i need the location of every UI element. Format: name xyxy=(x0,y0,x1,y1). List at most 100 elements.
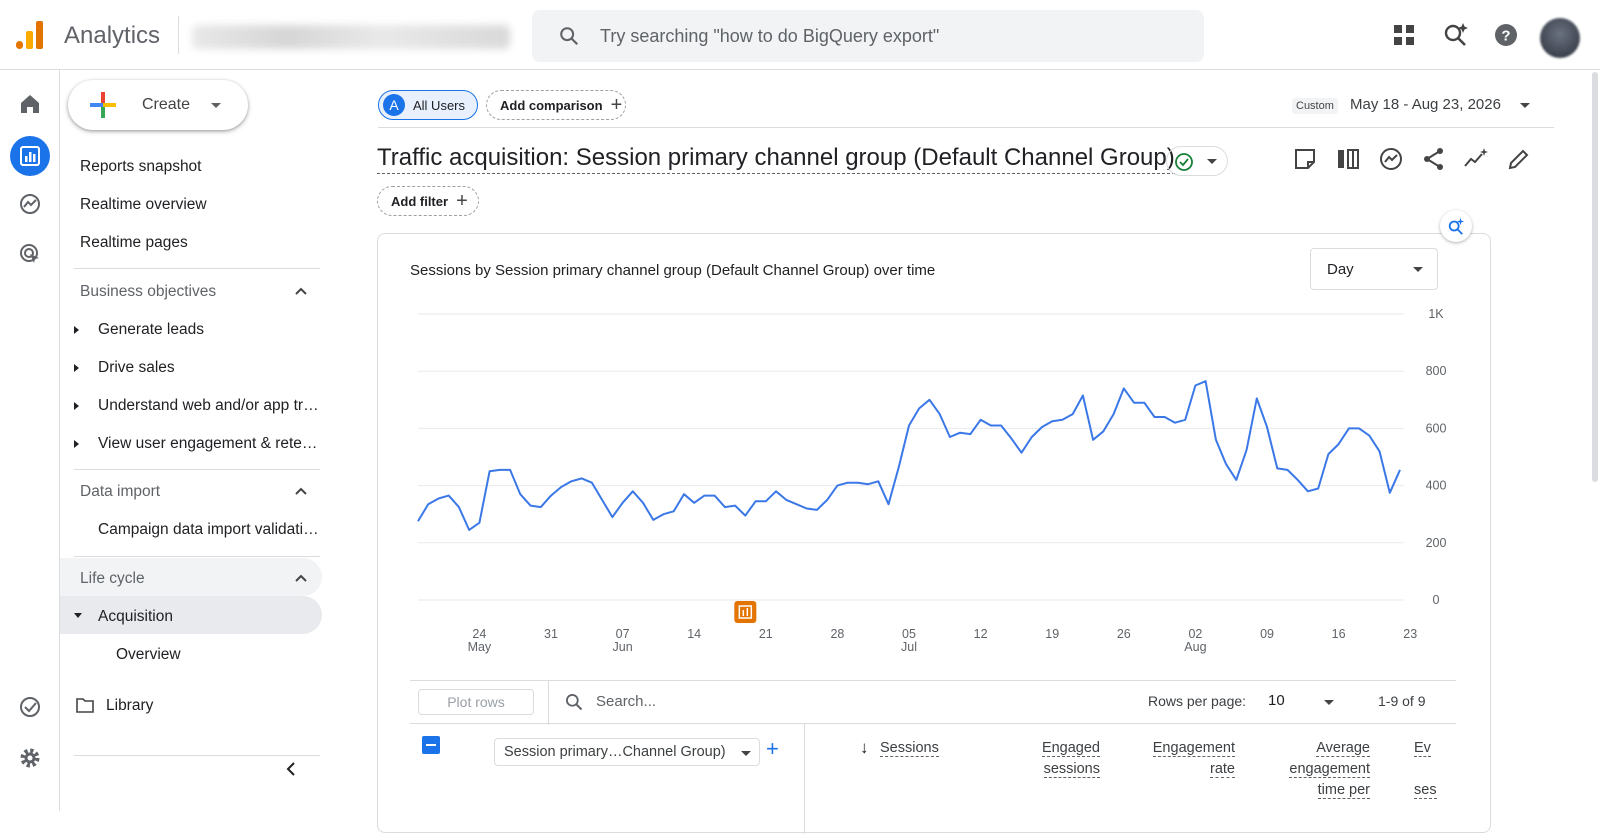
nav-generate-leads[interactable]: Generate leads xyxy=(98,321,204,338)
left-rail xyxy=(0,70,60,811)
date-range[interactable]: May 18 - Aug 23, 2026 xyxy=(1350,96,1501,113)
nav-realtime-pages[interactable]: Realtime pages xyxy=(80,234,188,251)
create-button[interactable]: Create xyxy=(68,80,248,130)
col-events-per-session[interactable]: Ev ses xyxy=(1414,740,1437,799)
expand-arrow-icon[interactable] xyxy=(74,402,79,410)
expand-arrow-icon[interactable] xyxy=(74,364,79,372)
y-tick-label: 400 xyxy=(1426,479,1447,493)
y-tick-label: 200 xyxy=(1426,536,1447,550)
analytics-logo-icon[interactable] xyxy=(14,19,46,51)
col-sessions[interactable]: Sessions xyxy=(880,740,939,757)
add-filter-label: Add filter xyxy=(391,193,449,209)
insights-search-button[interactable] xyxy=(1440,210,1472,242)
collapse-nav-icon[interactable] xyxy=(284,760,298,778)
nav-realtime-overview[interactable]: Realtime overview xyxy=(80,196,207,213)
col-avg-engagement-time[interactable]: Average engagement time per xyxy=(1289,740,1370,799)
chevron-up-icon[interactable] xyxy=(294,484,308,498)
caret-down-icon xyxy=(1413,267,1423,272)
expand-arrow-icon[interactable] xyxy=(74,326,79,334)
search-icon xyxy=(566,694,583,711)
x-tick-label: 19 xyxy=(1045,627,1059,641)
rows-per-page-select[interactable]: 10 xyxy=(1268,692,1285,709)
pagination-text: 1-9 of 9 xyxy=(1378,693,1426,709)
chevron-up-icon[interactable] xyxy=(294,571,308,585)
collapse-arrow-icon[interactable] xyxy=(74,613,82,618)
advertising-icon[interactable] xyxy=(10,234,50,274)
home-icon[interactable] xyxy=(10,84,50,124)
nav-reports-snapshot[interactable]: Reports snapshot xyxy=(80,158,202,175)
annotation-marker-icon xyxy=(734,601,757,623)
search-insights-icon[interactable] xyxy=(1442,21,1470,49)
main-content: A All Users Add comparison + Custom May … xyxy=(330,70,1600,834)
segment-chip[interactable]: A All Users xyxy=(378,90,478,120)
folder-icon xyxy=(76,698,94,713)
y-tick-label: 600 xyxy=(1426,421,1447,435)
divider xyxy=(178,16,179,54)
plot-rows-button[interactable]: Plot rows xyxy=(418,689,534,715)
notes-icon[interactable] xyxy=(1292,146,1318,172)
divider xyxy=(378,127,1554,128)
sort-desc-icon[interactable]: ↓ xyxy=(860,738,869,757)
nav-acquisition[interactable]: Acquisition xyxy=(98,608,173,625)
dimension-select[interactable]: Session primary…Channel Group) xyxy=(494,738,760,766)
nav-drive-sales[interactable]: Drive sales xyxy=(98,359,175,376)
divider xyxy=(74,469,320,470)
explore-icon[interactable] xyxy=(10,184,50,224)
avatar[interactable] xyxy=(1540,18,1580,58)
account-selector[interactable] xyxy=(192,25,510,49)
edit-pencil-icon[interactable] xyxy=(1506,146,1532,172)
divider xyxy=(548,681,549,725)
annotation-marker-glyph xyxy=(738,605,753,619)
create-label: Create xyxy=(142,96,191,113)
nav-campaign-import[interactable]: Campaign data import validation xyxy=(98,521,320,538)
admin-check-icon[interactable] xyxy=(10,687,50,727)
col-engagement-rate[interactable]: Engagement rate xyxy=(1152,740,1235,778)
nav-library[interactable]: Library xyxy=(106,697,154,714)
granularity-select[interactable]: Day xyxy=(1310,248,1438,290)
page-scrollbar[interactable] xyxy=(1592,72,1598,482)
divider xyxy=(804,724,805,834)
col-engaged-sessions[interactable]: Engaged sessions xyxy=(1041,740,1100,778)
select-all-checkbox[interactable] xyxy=(422,736,440,754)
svg-text:?: ? xyxy=(1501,28,1510,45)
add-filter-button[interactable]: Add filter + xyxy=(377,186,479,216)
plus-icon: + xyxy=(610,93,623,116)
report-status-button[interactable] xyxy=(1166,146,1228,176)
chevron-up-icon[interactable] xyxy=(294,284,308,298)
group-business-objectives[interactable]: Business objectives xyxy=(80,283,217,300)
expand-arrow-icon[interactable] xyxy=(74,440,79,448)
trend-sparkle-icon[interactable] xyxy=(1463,146,1489,172)
group-data-import[interactable]: Data import xyxy=(80,483,161,500)
add-comparison-button[interactable]: Add comparison + xyxy=(486,90,626,120)
nav-understand-traffic[interactable]: Understand web and/or app traffic xyxy=(98,397,320,414)
x-tick-label: 07 xyxy=(616,627,630,641)
share-icon[interactable] xyxy=(1421,146,1447,172)
x-tick-label: 05 xyxy=(902,627,916,641)
table-toolbar: Plot rows Search... Rows per page: 10 1-… xyxy=(410,680,1456,725)
nav-overview[interactable]: Overview xyxy=(116,646,181,663)
settings-gear-icon[interactable] xyxy=(10,738,50,778)
nav-user-engagement[interactable]: View user engagement & retention xyxy=(98,435,320,452)
x-tick-label: 21 xyxy=(759,627,773,641)
y-tick-label: 1K xyxy=(1428,307,1444,321)
compare-columns-icon[interactable] xyxy=(1335,146,1361,172)
rows-per-page-label: Rows per page: xyxy=(1148,693,1247,709)
help-icon[interactable]: ? xyxy=(1492,21,1520,49)
caret-down-icon[interactable] xyxy=(1324,700,1334,706)
x-tick-label: 14 xyxy=(687,627,701,641)
caret-down-icon[interactable] xyxy=(1520,103,1530,109)
reports-icon[interactable] xyxy=(10,136,50,176)
table-search-input[interactable]: Search... xyxy=(596,693,657,710)
y-tick-label: 0 xyxy=(1433,593,1440,607)
chart-card: Sessions by Session primary channel grou… xyxy=(377,233,1491,834)
search-bar[interactable]: Try searching "how to do BigQuery export… xyxy=(532,10,1204,62)
x-tick-label: 31 xyxy=(544,627,558,641)
insights-icon[interactable] xyxy=(1378,146,1404,172)
plus-color-icon xyxy=(90,92,116,118)
apps-grid-icon[interactable] xyxy=(1390,21,1418,49)
group-life-cycle[interactable]: Life cycle xyxy=(80,570,145,587)
x-tick-label: 12 xyxy=(974,627,988,641)
search-input[interactable]: Try searching "how to do BigQuery export… xyxy=(600,26,940,46)
add-dimension-button[interactable]: + xyxy=(766,736,779,761)
